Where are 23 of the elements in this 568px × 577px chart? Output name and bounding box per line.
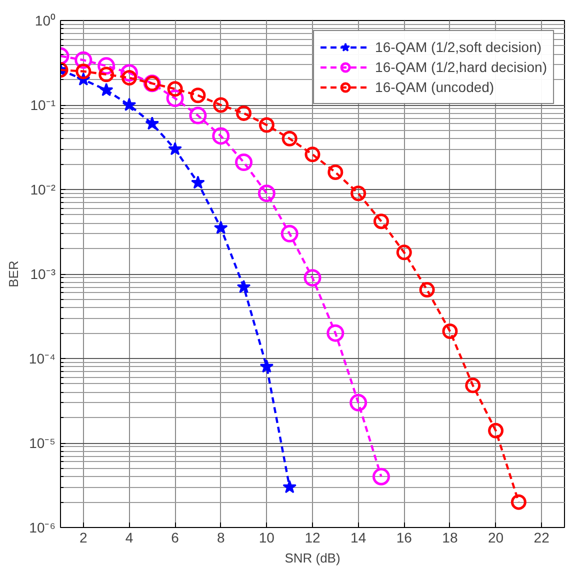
x-tick-label: 8: [216, 530, 225, 546]
x-tick-label: 20: [488, 530, 504, 546]
y-tick-label: 10⁻³: [30, 266, 56, 282]
x-tick-label: 10: [258, 530, 275, 546]
legend-label: 16-QAM (uncoded): [375, 79, 494, 95]
x-tick-label: 14: [350, 530, 366, 546]
x-tick-label: 22: [534, 530, 550, 546]
x-tick-label: 12: [304, 530, 320, 546]
y-tick-label: 10⁻⁴: [28, 350, 56, 366]
y-tick-label: 10⁻²: [30, 182, 56, 198]
y-axis-title: BER: [6, 260, 21, 288]
y-tick-label: 10⁻⁶: [29, 520, 56, 536]
x-tick-label: 6: [171, 530, 180, 546]
y-tick-label: 10⁻⁵: [29, 435, 56, 451]
legend-label: 16-QAM (1/2,hard decision): [375, 59, 547, 75]
x-tick-label: 2: [80, 530, 88, 546]
y-tick-label: 10⁻¹: [30, 97, 56, 113]
x-axis-title: SNR (dB): [284, 550, 340, 566]
x-tick-label: 16: [396, 530, 412, 546]
y-tick-label: 10⁰: [34, 12, 56, 28]
x-tick-label: 18: [442, 530, 458, 546]
legend-label: 16-QAM (1/2,soft decision): [375, 39, 542, 55]
x-tick-label: 4: [125, 530, 134, 546]
